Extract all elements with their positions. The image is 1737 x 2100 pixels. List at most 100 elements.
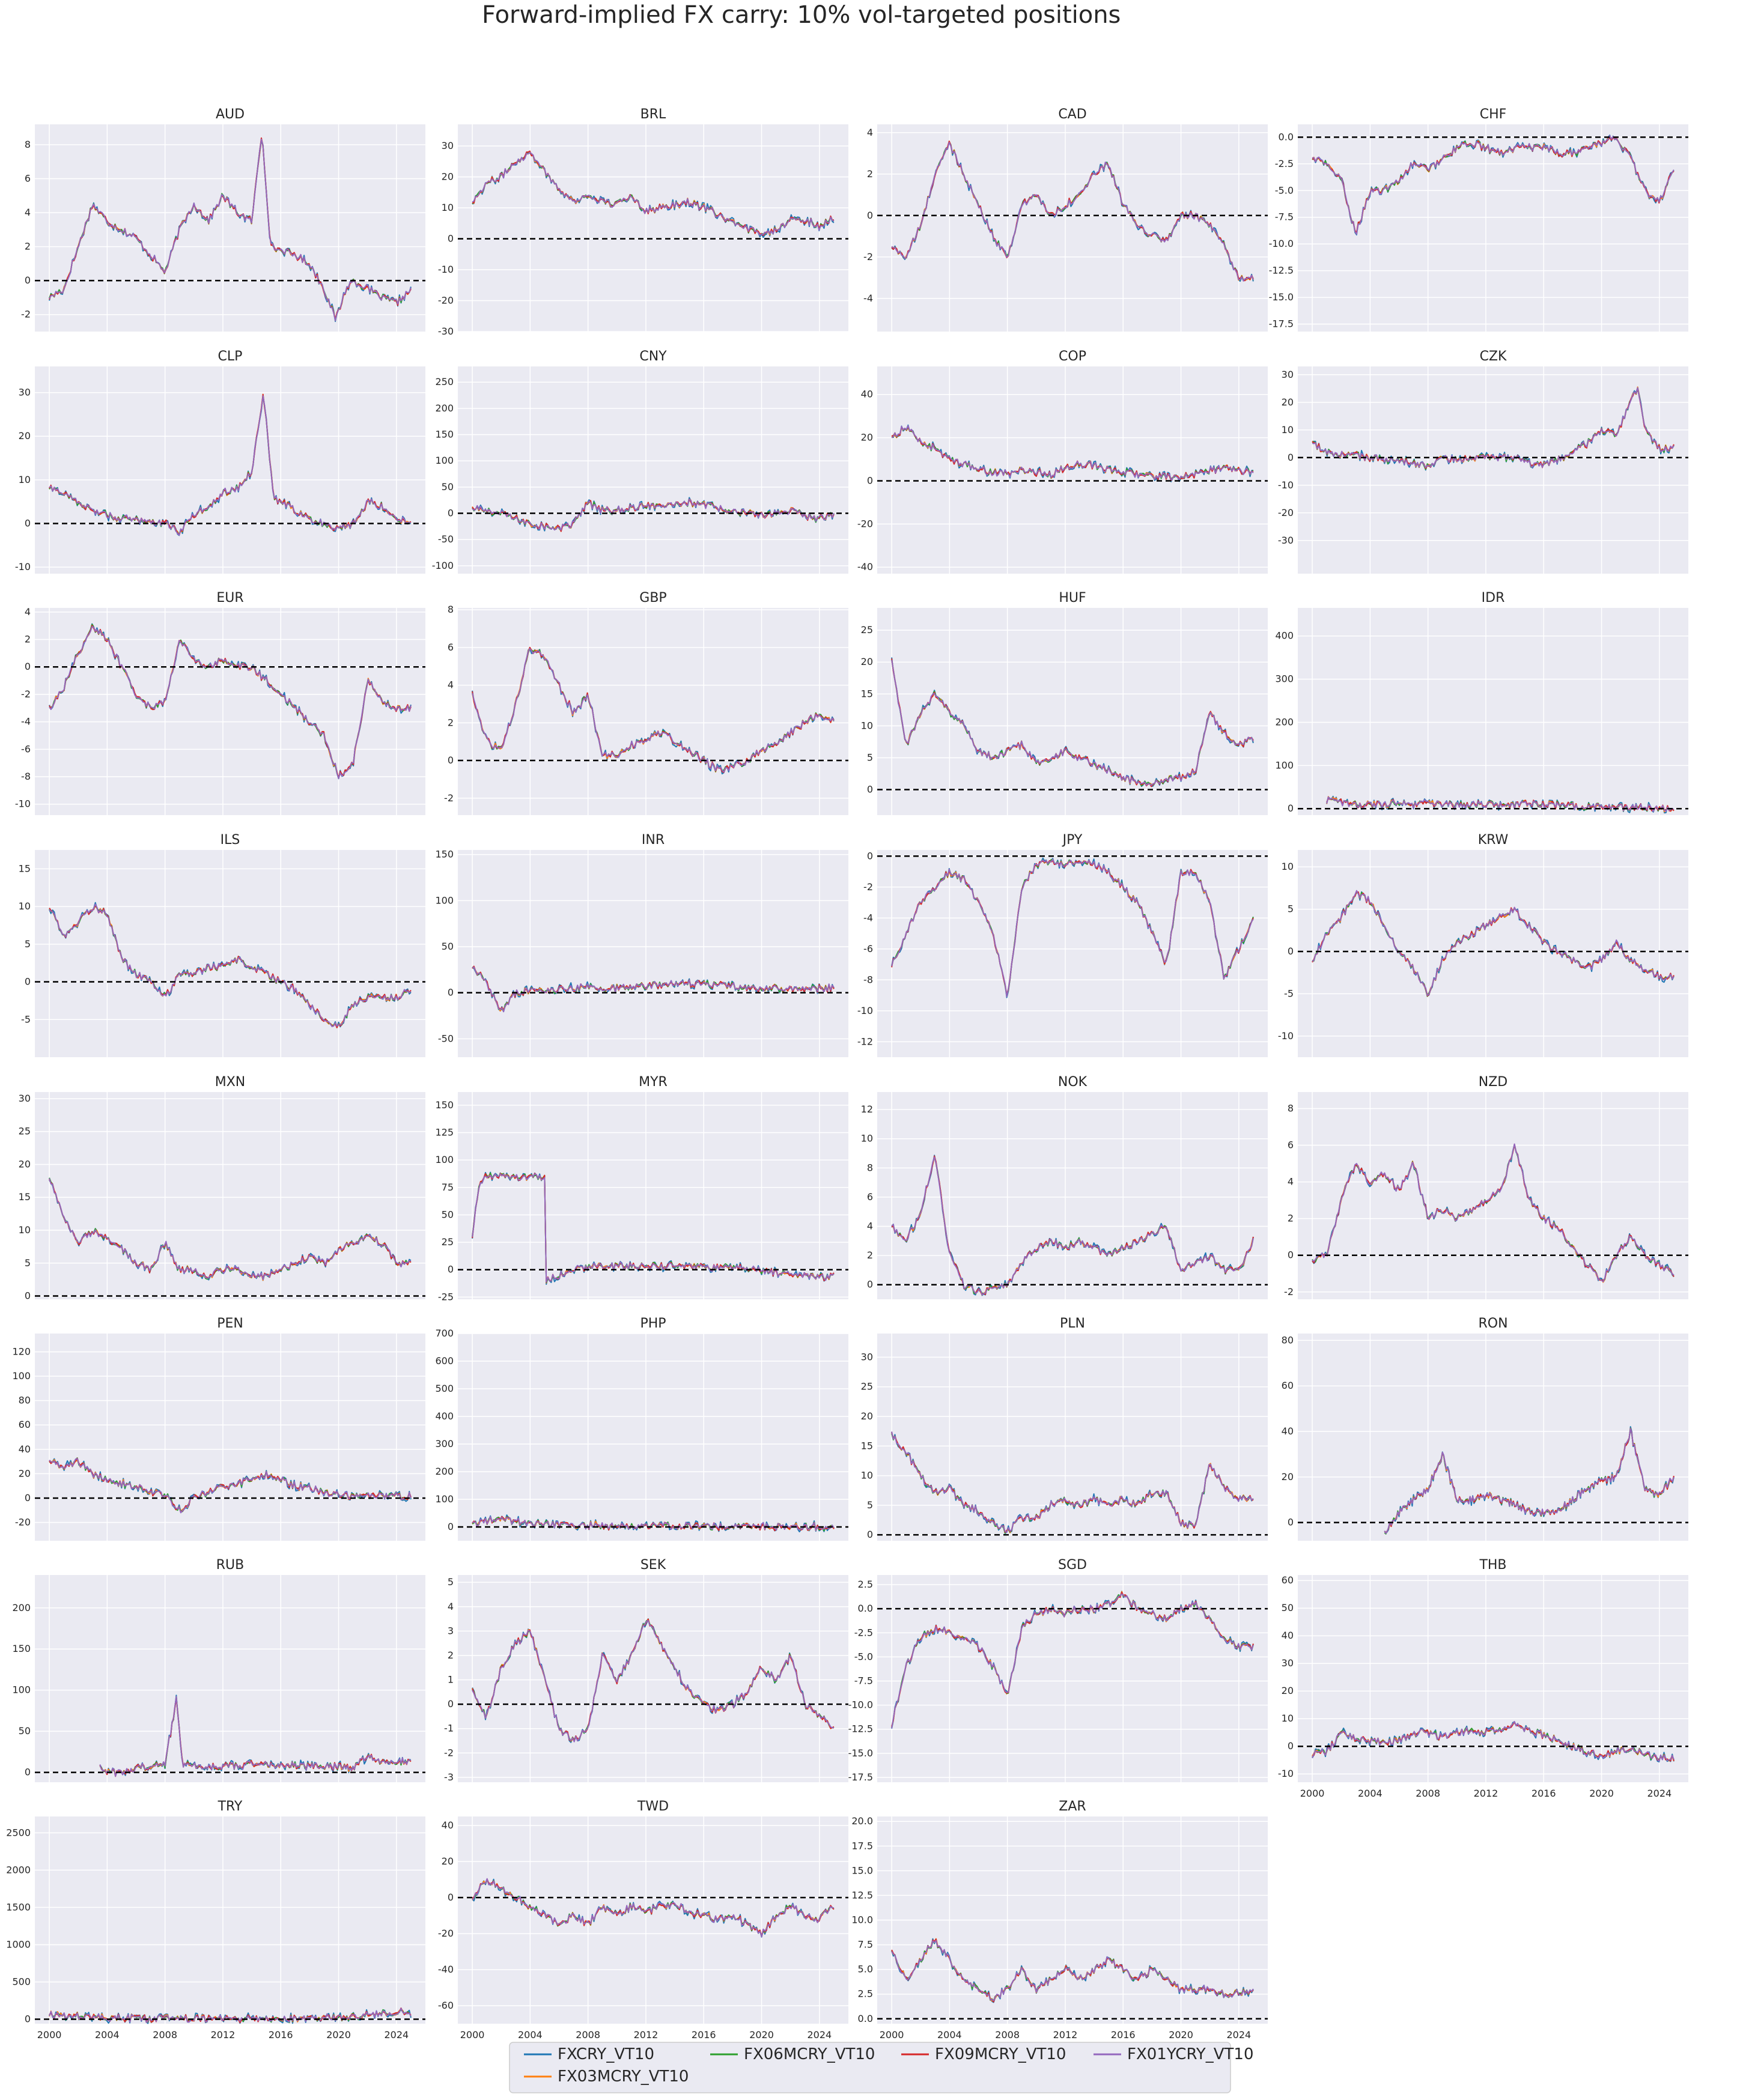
y-tick-label: 15.0: [851, 1865, 873, 1876]
y-tick-label: 0: [1288, 945, 1294, 957]
y-tick-label: -17.5: [848, 1771, 873, 1783]
panel-background: [35, 124, 425, 332]
x-tick-label: 2016: [692, 2029, 716, 2041]
y-tick-label: 200: [12, 1602, 31, 1613]
panel-try: TRY 0 500 1000 1500 2000 2500 2000 2004 2008 2012 2…: [6, 1799, 425, 2041]
y-tick-label: 1: [448, 1674, 454, 1686]
x-tick-label: 2000: [460, 2029, 485, 2041]
panel-eur: EUR -10 -8 -6 -4 -2 0 2 4: [15, 590, 425, 815]
y-tick-label: 4: [25, 207, 31, 218]
panel-sek: SEK -3 -2 -1 0 1 2 3 4 5: [444, 1558, 848, 1783]
y-tick-label: 100: [12, 1370, 31, 1382]
panel-background: [458, 1816, 848, 2024]
y-tick-label: 10: [861, 720, 873, 731]
panel-title-aud: AUD: [216, 107, 245, 122]
y-tick-label: -12.5: [848, 1723, 873, 1735]
y-tick-label: -1: [444, 1723, 454, 1734]
panel-title-clp: CLP: [218, 349, 243, 364]
panel-background: [1298, 1092, 1688, 1299]
y-tick-label: -3: [444, 1771, 454, 1783]
y-tick-label: -15.0: [1269, 291, 1294, 303]
y-tick-label: 20: [1282, 396, 1294, 408]
y-tick-label: 8: [448, 604, 454, 615]
y-tick-label: 25: [861, 624, 873, 636]
panel-title-thb: THB: [1479, 1558, 1506, 1573]
x-tick-label: 2020: [749, 2029, 774, 2041]
y-tick-label: -2: [21, 688, 31, 700]
y-tick-label: -20: [857, 518, 873, 529]
panel-mxn: MXN 0 5 10 15 20 25 30: [19, 1075, 425, 1302]
y-tick-label: 100: [12, 1684, 31, 1696]
y-tick-label: 2000: [6, 1864, 31, 1875]
panel-background: [877, 608, 1268, 815]
y-tick-label: 40: [442, 1819, 454, 1831]
y-tick-label: 5: [25, 1257, 31, 1269]
panel-title-inr: INR: [642, 833, 665, 848]
y-tick-label: -10: [1278, 1768, 1294, 1779]
panel-background: [1298, 850, 1688, 1057]
panel-czk: CZK -30 -20 -10 0 10 20 30: [1278, 349, 1688, 574]
panel-title-huf: HUF: [1059, 590, 1086, 605]
y-tick-label: -20: [438, 1928, 454, 1939]
y-tick-label: 0: [1288, 1517, 1294, 1528]
y-tick-label: -6: [863, 943, 873, 954]
panel-background: [458, 366, 848, 574]
y-tick-label: -25: [438, 1291, 454, 1302]
panel-title-nok: NOK: [1058, 1075, 1088, 1090]
panel-twd: TWD -60 -40 -20 0 20 40 2000 2004 2008 2012 2016 202…: [438, 1799, 848, 2041]
y-tick-label: -10: [857, 1005, 873, 1016]
panel-title-czk: CZK: [1480, 349, 1507, 364]
series-line-fx01ycry_vt10: [49, 903, 412, 1027]
y-tick-label: 2: [448, 717, 454, 728]
y-tick-label: -2.5: [854, 1627, 873, 1638]
y-tick-label: 0: [25, 661, 31, 672]
y-tick-label: -7.5: [1275, 211, 1294, 223]
y-tick-label: 10: [1282, 1713, 1294, 1724]
y-tick-label: 100: [1275, 759, 1294, 771]
y-tick-label: 0: [867, 210, 873, 221]
series-line-fx01ycry_vt10: [1312, 1143, 1675, 1282]
y-tick-label: 150: [435, 849, 454, 860]
panel-title-zar: ZAR: [1059, 1799, 1086, 1814]
panel-title-myr: MYR: [639, 1075, 668, 1090]
x-tick-label: 2004: [1358, 1788, 1383, 1799]
y-tick-label: 10.0: [851, 1914, 873, 1926]
y-tick-label: 0: [448, 1264, 454, 1275]
y-tick-label: 6: [1288, 1140, 1294, 1151]
y-tick-label: 80: [19, 1395, 31, 1406]
y-tick-label: 500: [435, 1383, 454, 1394]
panel-pln: PLN 0 5 10 15 20 25 30: [861, 1316, 1268, 1541]
y-tick-label: 10: [19, 1224, 31, 1236]
y-tick-label: -10.0: [848, 1699, 873, 1711]
y-tick-label: -10: [1278, 479, 1294, 491]
panel-cop: COP -40 -20 0 20 40: [857, 349, 1268, 574]
panel-title-krw: KRW: [1478, 833, 1509, 848]
y-tick-label: -8: [21, 771, 31, 782]
y-tick-label: 0: [25, 1767, 31, 1778]
y-tick-label: 300: [435, 1438, 454, 1449]
y-tick-label: 10: [19, 474, 31, 485]
y-tick-label: 0: [448, 1521, 454, 1532]
y-tick-label: 20: [19, 430, 31, 442]
x-tick-label: 2020: [1589, 1788, 1614, 1799]
y-tick-label: 15: [19, 1191, 31, 1203]
y-tick-label: 0: [1288, 452, 1294, 463]
y-tick-label: -5.0: [854, 1651, 873, 1662]
y-tick-label: -17.5: [1269, 318, 1294, 330]
panel-background: [458, 1334, 848, 1541]
legend-label-fx03mcry_vt10: FX03MCRY_VT10: [558, 2068, 689, 2086]
y-tick-label: 0: [448, 1892, 454, 1903]
y-tick-label: -12: [857, 1036, 873, 1047]
y-tick-label: 0: [448, 508, 454, 519]
series-line-fx01ycry_vt10: [891, 660, 1254, 786]
y-tick-label: 8: [1288, 1102, 1294, 1114]
y-tick-label: 100: [435, 894, 454, 906]
x-tick-label: 2008: [995, 2029, 1020, 2041]
y-tick-label: -4: [863, 912, 873, 923]
y-tick-label: 20: [19, 1158, 31, 1170]
series-line-fx01ycry_vt10: [1312, 387, 1675, 469]
x-tick-label: 2012: [1053, 2029, 1078, 2041]
panel-title-ron: RON: [1478, 1316, 1507, 1331]
panel-title-cad: CAD: [1058, 107, 1086, 122]
y-tick-label: 100: [435, 1154, 454, 1165]
